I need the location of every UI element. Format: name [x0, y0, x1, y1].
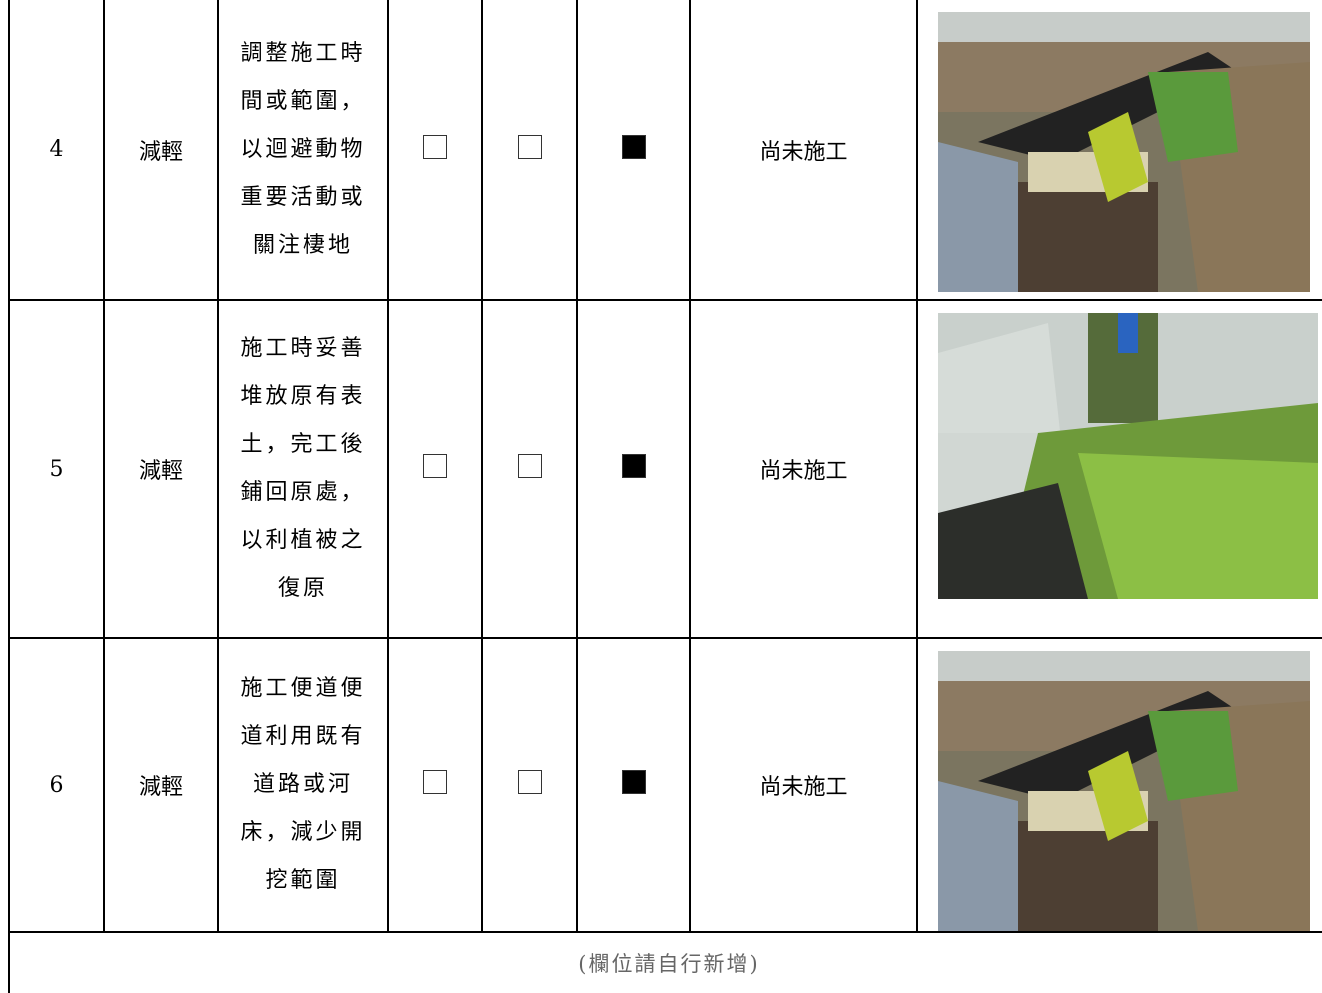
- photo-cell: [916, 0, 1322, 301]
- checkbox: [423, 454, 447, 478]
- checkbox: [621, 454, 646, 478]
- check-cell: [387, 299, 483, 639]
- check-cell: [576, 637, 691, 933]
- row-number: 6: [8, 637, 105, 933]
- check-cell: [481, 299, 578, 639]
- measure-type: 減輕: [103, 637, 219, 933]
- check-cell: [481, 637, 578, 933]
- status: 尚未施工: [689, 637, 918, 933]
- table-row: 6 減輕 施工便道便道利用既有道路或河床，減少開挖範圍 尚未施工: [8, 637, 1322, 933]
- checkbox: [621, 770, 646, 794]
- footer-row: (欄位請自行新增): [8, 931, 1322, 993]
- status: 尚未施工: [689, 299, 918, 639]
- checkbox: [517, 134, 542, 159]
- measure-text: 調整施工時間或範圍，以迴避動物重要活動或關注棲地: [217, 0, 389, 301]
- check-cell: [387, 0, 483, 301]
- site-photo: [938, 651, 1310, 931]
- measure-text: 施工便道便道利用既有道路或河床，減少開挖範圍: [217, 637, 389, 933]
- site-photo: [938, 313, 1318, 599]
- check-cell: [387, 637, 483, 933]
- footer-note: (欄位請自行新增): [8, 931, 1322, 993]
- table-row: 5 減輕 施工時妥善堆放原有表土，完工後鋪回原處，以利植被之復原 尚未施工: [8, 299, 1322, 639]
- checkbox: [423, 134, 447, 159]
- photo-cell: [916, 637, 1322, 933]
- row-number: 5: [8, 299, 105, 639]
- checkbox: [517, 454, 542, 478]
- row-number: 4: [8, 0, 105, 301]
- site-photo: [938, 12, 1310, 292]
- checkbox: [517, 770, 542, 794]
- measures-table: 4 減輕 調整施工時間或範圍，以迴避動物重要活動或關注棲地 尚未施工 5 減輕 施工時妥善…: [8, 0, 1322, 993]
- check-cell: [576, 0, 691, 301]
- measure-type: 減輕: [103, 299, 219, 639]
- status: 尚未施工: [689, 0, 918, 301]
- table-body: 4 減輕 調整施工時間或範圍，以迴避動物重要活動或關注棲地 尚未施工 5 減輕 施工時妥善…: [8, 0, 1322, 993]
- table-row: 4 減輕 調整施工時間或範圍，以迴避動物重要活動或關注棲地 尚未施工: [8, 0, 1322, 301]
- checkbox: [423, 770, 447, 794]
- check-cell: [481, 0, 578, 301]
- measure-text: 施工時妥善堆放原有表土，完工後鋪回原處，以利植被之復原: [217, 299, 389, 639]
- check-cell: [576, 299, 691, 639]
- measure-type: 減輕: [103, 0, 219, 301]
- checkbox: [621, 134, 646, 159]
- photo-cell: [916, 299, 1322, 639]
